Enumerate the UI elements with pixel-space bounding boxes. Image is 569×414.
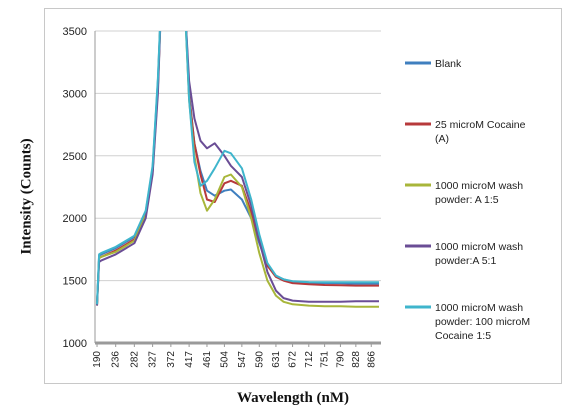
x-axis-title: Wavelength (nM): [236, 390, 350, 406]
legend-label: 25 microM Cocaine (A): [435, 119, 526, 145]
x-tick-label: 372: [166, 351, 177, 368]
x-tick-labels: 190 236 282 327 372 417 461 504 547 590 631 672 712 7…: [92, 343, 377, 368]
x-tick-label: 590: [254, 351, 265, 368]
x-tick-label: 790: [335, 351, 346, 368]
series-line-5: [96, 31, 379, 305]
x-tick-label: 672: [288, 351, 299, 368]
x-tick-label: 282: [129, 351, 140, 368]
y-tick-label: 1500: [63, 276, 87, 288]
y-tick-label: 2500: [63, 151, 87, 163]
y-tick-label: 3000: [63, 88, 87, 100]
legend-label: Blank: [435, 58, 462, 70]
line-chart: 1000 1500 2000 2500 3000 3500 190 236 282 327 372…: [63, 26, 531, 368]
series-line-2: [96, 31, 379, 306]
x-tick-label: 712: [304, 351, 315, 368]
x-tick-label: 327: [148, 351, 159, 368]
series-line-4: [96, 31, 379, 306]
series-line-3: [96, 31, 379, 308]
gridlines: [94, 30, 381, 345]
x-tick-label: 631: [271, 351, 282, 368]
x-tick-label: 190: [92, 351, 103, 368]
series-line-1: [96, 31, 379, 305]
x-tick-label: 547: [237, 351, 248, 368]
x-tick-label: 751: [320, 351, 331, 368]
legend-label: 1000 microM wash powder: 100 microM Cocain…: [435, 302, 530, 342]
x-tick-label: 828: [351, 351, 362, 368]
x-tick-label: 866: [366, 351, 377, 368]
legend-label: 1000 microM wash powder: A 1:5: [435, 180, 523, 206]
legend: Blank 25 microM Cocaine (A) 1000 microM was…: [405, 58, 530, 342]
y-tick-label: 1000: [63, 338, 87, 350]
y-tick-label: 2000: [63, 213, 87, 225]
x-tick-label: 236: [111, 351, 122, 368]
x-tick-label: 417: [184, 351, 195, 368]
legend-label: 1000 microM wash powder:A 5:1: [435, 241, 523, 267]
y-tick-label: 3500: [63, 26, 87, 38]
x-tick-label: 504: [219, 351, 230, 368]
series-lines: [96, 31, 379, 308]
y-tick-labels: 1000 1500 2000 2500 3000 3500: [63, 26, 87, 350]
y-axis-title: Intensity (Counts): [18, 138, 35, 255]
x-tick-label: 461: [202, 351, 213, 368]
chart-frame: 1000 1500 2000 2500 3000 3500 190 236 282 327 372…: [44, 8, 562, 384]
